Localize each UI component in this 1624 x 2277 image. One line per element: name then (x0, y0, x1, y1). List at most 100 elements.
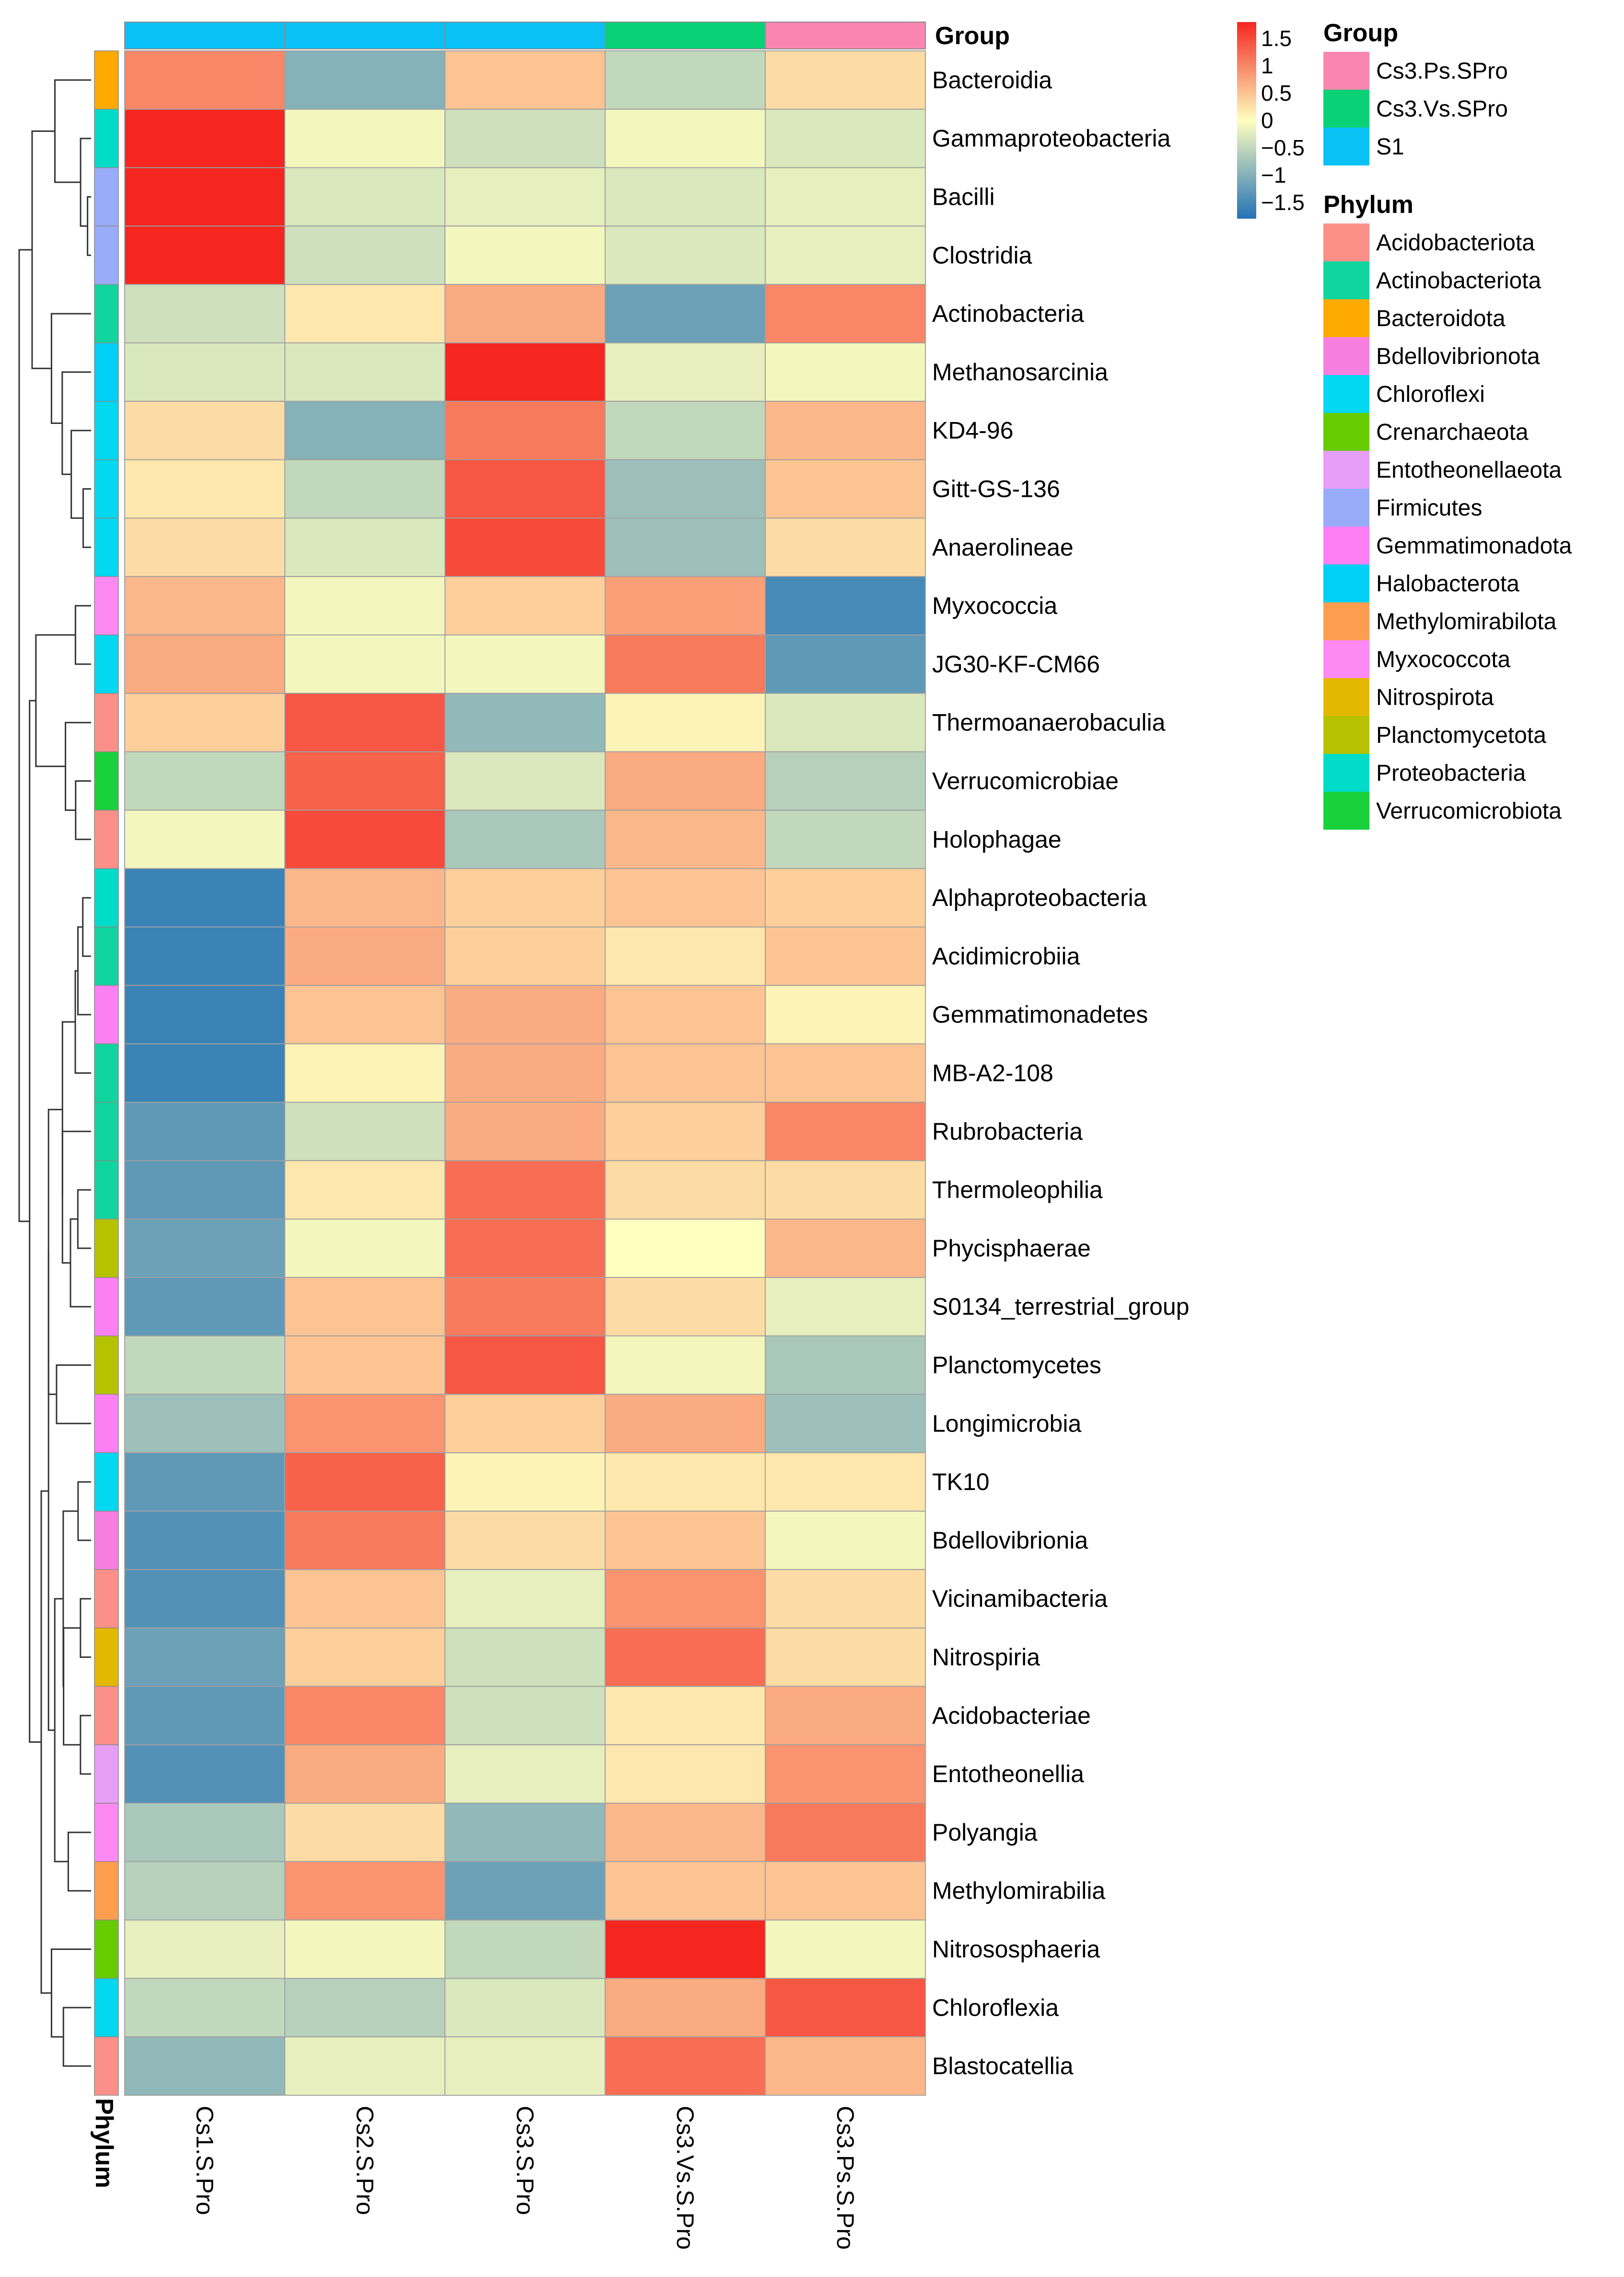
group-annotation-label: Group (935, 22, 1010, 50)
cell-nitrospiria-cs2-s-pro (284, 1627, 445, 1687)
cell-acidimicrobiia-cs2-s-pro (284, 927, 445, 986)
cell-blastocatellia-cs3-ps-s-pro (765, 2036, 926, 2096)
color-scale-tick: −1.5 (1261, 190, 1305, 215)
heatmap-cells (124, 50, 926, 2096)
dendrogram-branch (40, 1490, 52, 1994)
cell-anaerolineae-cs2-s-pro (284, 517, 445, 577)
cell-holophagae-cs3-vs-s-pro (605, 810, 766, 869)
phylum-cell-chloroflexia (94, 1978, 119, 2037)
row-label-longimicrobia: Longimicrobia (932, 1410, 1081, 1437)
cell-acidobacteriae-cs1-s-pro (124, 1686, 285, 1746)
group-annotation-bar (124, 22, 926, 49)
dendrogram-branch (29, 700, 42, 1743)
cell-gemmatimonadetes-cs3-ps-s-pro (765, 985, 926, 1045)
phylum-cell-nitrospiria (94, 1627, 119, 1687)
phylum-cell-gemmatimonadetes (94, 985, 119, 1045)
cell-thermoanaerobaculia-cs3-s-pro (444, 692, 606, 752)
cell-gitt-gs-136-cs3-vs-s-pro (605, 459, 766, 519)
cell-nitrospiria-cs3-ps-s-pro (765, 1627, 926, 1687)
phylum-cell-gammaproteobacteria (94, 109, 119, 168)
cell-rubrobacteria-cs3-vs-s-pro (605, 1102, 766, 1162)
cell-acidimicrobiia-cs1-s-pro (124, 927, 285, 986)
cell-bacilli-cs1-s-pro (124, 167, 285, 227)
phylum-legend-swatch-planctomycetota (1323, 716, 1369, 754)
phylum-cell-methylomirabilia (94, 1861, 119, 1921)
cell-acidobacteriae-cs3-vs-s-pro (605, 1686, 766, 1746)
phylum-legend-label-myxococcota: Myxococcota (1376, 647, 1510, 672)
cell-thermoanaerobaculia-cs3-ps-s-pro (765, 692, 926, 752)
phylum-legend-label-actinobacteriota: Actinobacteriota (1376, 268, 1542, 293)
cell-verrucomicrobiae-cs1-s-pro (124, 751, 285, 811)
cell-myxococcia-cs1-s-pro (124, 576, 285, 635)
cell-acidimicrobiia-cs3-s-pro (444, 927, 606, 986)
cell-vicinamibacteria-cs3-vs-s-pro (605, 1569, 766, 1629)
phylum-cell-actinobacteria (94, 284, 119, 343)
group-legend-swatch-cs3-ps-spro (1323, 52, 1369, 90)
phylum-legend-swatch-bdellovibrionota (1323, 337, 1369, 375)
dendrogram-branch (67, 1831, 91, 1892)
group-cell-cs3-vs-s-pro (605, 22, 766, 49)
phylum-cell-anaerolineae (94, 517, 119, 577)
cell-longimicrobia-cs2-s-pro (284, 1394, 445, 1454)
cell-s0134-terrestrial-group-cs2-s-pro (284, 1277, 445, 1337)
cell-acidimicrobiia-cs3-ps-s-pro (765, 927, 926, 986)
cell-planctomycetes-cs3-s-pro (444, 1335, 606, 1395)
cell-methylomirabilia-cs1-s-pro (124, 1861, 285, 1921)
row-label-alphaproteobacteria: Alphaproteobacteria (932, 884, 1147, 911)
cell-rubrobacteria-cs1-s-pro (124, 1102, 285, 1162)
cell-phycisphaerae-cs3-s-pro (444, 1219, 606, 1278)
phylum-legend-swatch-halobacterota (1323, 564, 1369, 602)
cell-polyangia-cs1-s-pro (124, 1803, 285, 1862)
cell-phycisphaerae-cs3-ps-s-pro (765, 1219, 926, 1278)
cell-thermoanaerobaculia-cs3-vs-s-pro (605, 692, 766, 752)
cell-longimicrobia-cs3-s-pro (444, 1394, 606, 1454)
cell-polyangia-cs2-s-pro (284, 1803, 445, 1862)
dendrogram-branch (74, 605, 91, 665)
phylum-annotation-bar (94, 50, 119, 2096)
phylum-cell-rubrobacteria (94, 1102, 119, 1161)
cell-acidimicrobiia-cs3-vs-s-pro (605, 927, 766, 986)
cell-methanosarcinia-cs2-s-pro (284, 342, 445, 402)
dendrogram-branch (50, 313, 91, 424)
row-label-bdellovibrionia: Bdellovibrionia (932, 1527, 1088, 1554)
cell-rubrobacteria-cs2-s-pro (284, 1102, 445, 1162)
dendrogram-branch (87, 196, 91, 256)
cell-verrucomicrobiae-cs3-vs-s-pro (605, 751, 766, 811)
cell-holophagae-cs2-s-pro (284, 810, 445, 869)
dendrogram-branch (61, 1130, 91, 1264)
cell-holophagae-cs3-s-pro (444, 810, 606, 869)
cell-entotheonellia-cs3-ps-s-pro (765, 1744, 926, 1804)
cell-tk10-cs3-vs-s-pro (605, 1452, 766, 1512)
cell-mb-a2-108-cs2-s-pro (284, 1043, 445, 1103)
phylum-legend-swatch-chloroflexi (1323, 375, 1369, 413)
cell-thermoanaerobaculia-cs1-s-pro (124, 692, 285, 752)
phylum-legend-label-nitrospirota: Nitrospirota (1376, 685, 1494, 710)
cell-verrucomicrobiae-cs2-s-pro (284, 751, 445, 811)
cell-kd4-96-cs3-ps-s-pro (765, 400, 926, 460)
cell-vicinamibacteria-cs3-ps-s-pro (765, 1569, 926, 1629)
cell-clostridia-cs2-s-pro (284, 225, 445, 285)
dendrogram-branch (47, 1109, 63, 1395)
cell-polyangia-cs3-ps-s-pro (765, 1803, 926, 1862)
cell-blastocatellia-cs2-s-pro (284, 2036, 445, 2096)
cell-verrucomicrobiae-cs3-s-pro (444, 751, 606, 811)
cell-s0134-terrestrial-group-cs1-s-pro (124, 1277, 285, 1337)
row-label-phycisphaerae: Phycisphaerae (932, 1235, 1091, 1262)
row-label-verrucomicrobiae: Verrucomicrobiae (932, 768, 1119, 795)
phylum-cell-polyangia (94, 1803, 119, 1862)
phylum-annotation-label: Phylum (90, 2098, 118, 2188)
cell-gammaproteobacteria-cs2-s-pro (284, 108, 445, 168)
cell-gitt-gs-136-cs3-ps-s-pro (765, 459, 926, 519)
group-cell-cs3-ps-s-pro (765, 22, 926, 49)
cell-acidobacteriae-cs2-s-pro (284, 1686, 445, 1746)
cell-thermoleophilia-cs2-s-pro (284, 1160, 445, 1220)
row-label-rubrobacteria: Rubrobacteria (932, 1118, 1083, 1145)
phylum-legend-swatch-firmicutes (1323, 489, 1369, 527)
group-cell-cs2-s-pro (284, 22, 445, 49)
cell-alphaproteobacteria-cs3-vs-s-pro (605, 868, 766, 927)
group-legend-swatch-cs3-vs-spro (1323, 90, 1369, 128)
cell-myxococcia-cs3-ps-s-pro (765, 576, 926, 635)
cell-mb-a2-108-cs3-s-pro (444, 1043, 606, 1103)
cell-longimicrobia-cs1-s-pro (124, 1394, 285, 1454)
